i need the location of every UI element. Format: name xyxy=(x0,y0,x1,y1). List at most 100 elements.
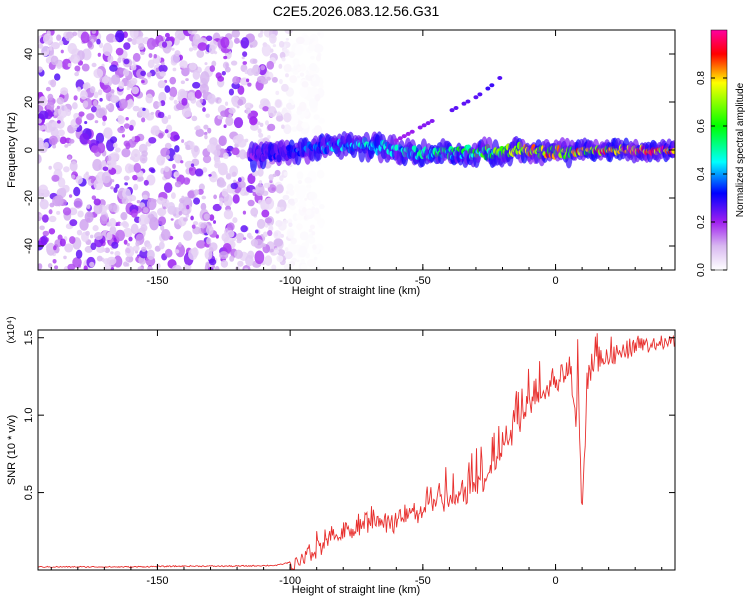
noise-blob xyxy=(58,104,69,118)
noise-blob xyxy=(278,63,283,69)
noise-blob xyxy=(93,232,103,241)
noise-blob xyxy=(117,126,126,134)
noise-blob xyxy=(264,217,273,224)
noise-blob xyxy=(150,125,160,136)
noise-blob xyxy=(300,263,308,270)
noise-blob xyxy=(275,90,280,96)
noise-blob xyxy=(111,241,119,249)
noise-blob xyxy=(242,51,248,58)
noise-blob xyxy=(238,180,246,189)
noise-blob xyxy=(98,42,104,49)
noise-blob xyxy=(257,168,264,177)
noise-blob xyxy=(38,96,47,107)
noise-blob xyxy=(60,49,64,54)
noise-blob xyxy=(139,249,149,259)
spectrogram-y-tick-label: -40 xyxy=(23,238,35,254)
noise-blob xyxy=(96,38,101,45)
noise-blob xyxy=(141,150,148,157)
spectrogram-y-tick-label: -20 xyxy=(23,190,35,206)
noise-blob xyxy=(216,179,227,188)
noise-blob xyxy=(180,160,184,164)
noise-blob xyxy=(59,187,67,198)
noise-blob xyxy=(143,207,149,214)
spectrogram-y-tick-label: 0 xyxy=(23,147,35,153)
noise-blob xyxy=(123,42,131,50)
noise-blob xyxy=(203,131,208,136)
noise-blob xyxy=(214,266,220,270)
noise-blob xyxy=(197,42,208,51)
noise-blob xyxy=(312,198,321,206)
noise-blob xyxy=(78,111,85,117)
noise-blob xyxy=(97,142,106,154)
noise-blob xyxy=(38,184,48,194)
noise-blob xyxy=(301,81,309,88)
noise-blob xyxy=(313,114,320,121)
noise-blob xyxy=(275,115,284,122)
noise-blob xyxy=(77,210,84,218)
noise-blob xyxy=(70,54,81,64)
noise-blob xyxy=(69,161,78,172)
noise-blob xyxy=(82,100,89,108)
noise-blob xyxy=(193,145,199,153)
noise-blob xyxy=(275,206,281,212)
noise-blob xyxy=(272,44,277,48)
noise-blob xyxy=(276,255,284,263)
noise-blob xyxy=(275,184,284,194)
noise-blob xyxy=(181,97,188,106)
noise-blob xyxy=(181,195,185,200)
noise-blob xyxy=(148,136,157,144)
noise-blob xyxy=(125,142,131,150)
noise-blob xyxy=(146,266,154,270)
noise-blob xyxy=(230,60,238,66)
noise-blob xyxy=(188,248,198,261)
noise-blob xyxy=(126,86,130,91)
snr-x-tick-label: 0 xyxy=(553,575,559,587)
noise-blob xyxy=(206,143,216,153)
noise-blob xyxy=(314,265,321,270)
noise-blob xyxy=(240,37,250,49)
noise-blob xyxy=(73,197,83,209)
noise-blob xyxy=(315,54,322,62)
noise-blob xyxy=(68,138,75,144)
noise-blob xyxy=(236,105,240,109)
noise-blob xyxy=(121,197,129,205)
snr-x-label: Height of straight line (km) xyxy=(292,584,420,596)
noise-blob xyxy=(249,116,258,126)
noise-blob xyxy=(228,114,232,118)
noise-blob xyxy=(81,63,90,72)
noise-blob xyxy=(219,200,224,207)
noise-blob xyxy=(89,86,96,94)
noise-blob xyxy=(204,134,208,140)
noise-blob xyxy=(140,51,145,56)
noise-blob xyxy=(194,168,204,177)
noise-blob xyxy=(207,93,216,104)
noise-blob xyxy=(160,100,166,107)
noise-blob xyxy=(257,128,262,134)
noise-blob xyxy=(207,127,212,134)
noise-blob xyxy=(257,199,263,205)
noise-blob xyxy=(93,198,101,206)
noise-blob xyxy=(157,209,164,215)
noise-blob xyxy=(38,118,42,124)
noise-blob xyxy=(120,211,128,221)
noise-blob xyxy=(291,126,298,132)
noise-blob xyxy=(158,91,167,103)
harmonic-point xyxy=(453,106,459,110)
noise-blob xyxy=(63,255,67,260)
noise-blob xyxy=(254,183,265,196)
harmonic-point xyxy=(429,118,435,123)
noise-blob xyxy=(157,101,162,107)
noise-blob xyxy=(280,206,284,211)
snr-x-ticks: -150 -100 -50 0 xyxy=(50,330,663,587)
noise-blob xyxy=(128,124,134,131)
noise-blob xyxy=(238,149,247,160)
noise-blob xyxy=(245,107,252,115)
noise-blob xyxy=(193,189,200,196)
noise-blob xyxy=(174,249,180,254)
noise-blob xyxy=(57,129,65,137)
noise-blob xyxy=(106,105,110,110)
noise-blob xyxy=(260,98,270,107)
snr-y-tick-label: 0.5 xyxy=(23,485,35,500)
noise-blob xyxy=(146,249,155,261)
snr-y-label: SNR (10 * v/v) xyxy=(6,415,18,485)
